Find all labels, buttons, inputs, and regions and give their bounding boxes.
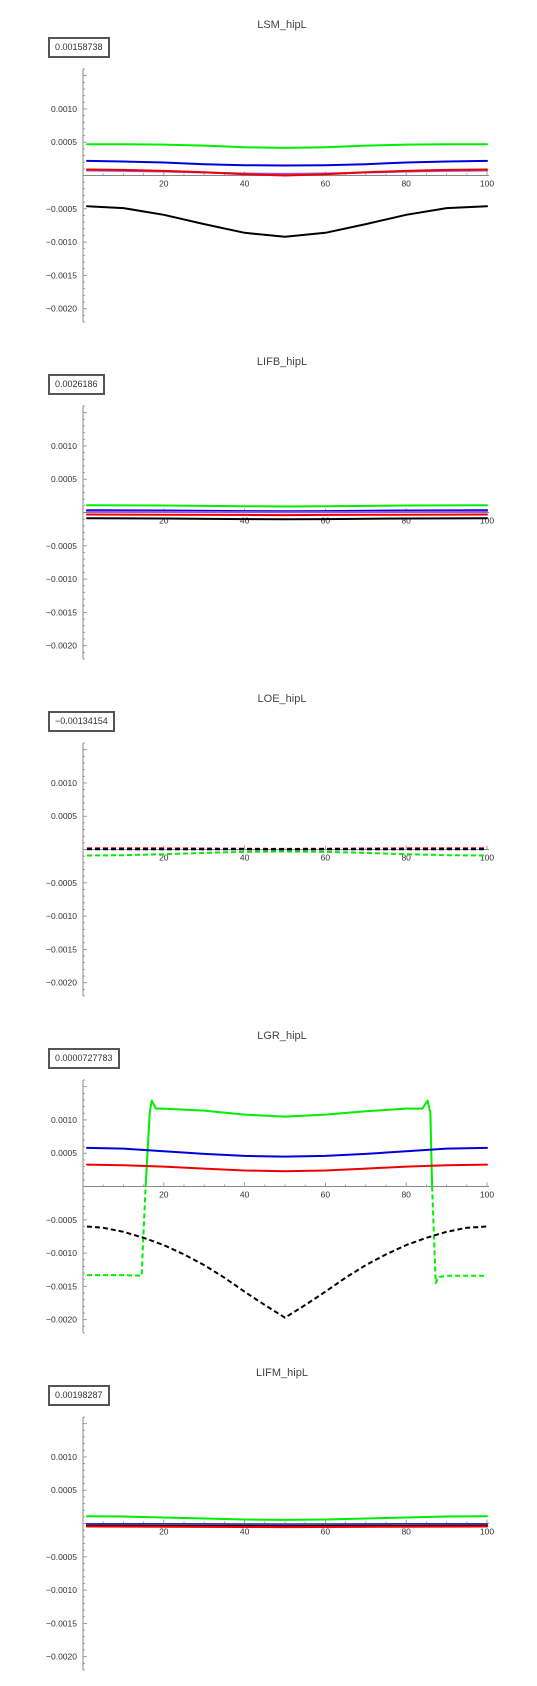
x-tick-label: 60	[321, 179, 331, 189]
x-tick-label: 100	[480, 516, 494, 526]
chart-panel: LSM_hipL 0.0010 0.0005 −0.0005 −0.0010 −0.001…	[0, 0, 537, 337]
x-tick-label: 40	[240, 1190, 250, 1200]
y-tick-label: −0.0005	[46, 878, 77, 888]
x-tick-label: 60	[321, 853, 331, 863]
series-line	[86, 517, 488, 521]
y-tick-label: 0.0005	[51, 1485, 77, 1495]
chart-panel: LIFB_hipL 0.0010 0.0005 −0.0005 −0.0010 −0.00…	[0, 337, 537, 674]
value-box: 0.00158738	[48, 37, 110, 58]
x-tick-label: 80	[401, 179, 411, 189]
chart-title: LGR_hipL	[257, 1030, 307, 1042]
chart-panel: LIFM_hipL 0.0010 0.0005 −0.0005 −0.0010 −0.00…	[0, 1348, 537, 1685]
series-line	[144, 1099, 434, 1188]
y-tick-label: −0.0015	[46, 1281, 77, 1291]
y-tick-label: 0.0010	[51, 1115, 77, 1125]
y-tick-label: −0.0005	[46, 541, 77, 551]
x-tick-label: 20	[159, 179, 169, 189]
y-tick-label: 0.0010	[51, 778, 77, 788]
series-line	[86, 159, 488, 167]
chart-title: LIFB_hipL	[257, 356, 307, 368]
chart-title: LIFM_hipL	[256, 1367, 308, 1379]
chart-svg: LGR_hipL 0.0010 0.0005 −0.0005 −0.0010 −0.001…	[46, 1030, 494, 1334]
series-line	[86, 1225, 488, 1319]
x-tick-label: 40	[240, 516, 250, 526]
y-tick-label: 0.0010	[51, 104, 77, 114]
chart-svg: LSM_hipL 0.0010 0.0005 −0.0005 −0.0010 −0.001…	[46, 19, 494, 323]
y-tick-label: 0.0005	[51, 474, 77, 484]
x-tick-label: 80	[401, 1190, 411, 1200]
y-tick-label: −0.0005	[46, 204, 77, 214]
y-tick-label: −0.0020	[46, 978, 77, 988]
x-tick-label: 100	[480, 1527, 494, 1537]
series-line	[86, 1146, 488, 1158]
value-box: 0.0000727783	[48, 1048, 120, 1069]
chart-panel: LGR_hipL 0.0010 0.0005 −0.0005 −0.0010 −0.001…	[0, 1011, 537, 1348]
x-tick-label: 20	[159, 853, 169, 863]
y-tick-label: 0.0005	[51, 1148, 77, 1158]
x-tick-label: 80	[401, 853, 411, 863]
y-tick-label: −0.0010	[46, 1248, 77, 1258]
y-tick-label: −0.0010	[46, 911, 77, 921]
y-tick-label: −0.0005	[46, 1552, 77, 1562]
y-tick-label: −0.0015	[46, 607, 77, 617]
series-line	[86, 1525, 488, 1529]
y-tick-label: 0.0005	[51, 811, 77, 821]
x-tick-label: 60	[321, 1527, 331, 1537]
y-tick-label: −0.0010	[46, 574, 77, 584]
chart-panel: LOE_hipL 0.0010 0.0005 −0.0005 −0.0010 −0.001…	[0, 674, 537, 1011]
x-tick-label: 100	[480, 179, 494, 189]
chart-svg: LOE_hipL 0.0010 0.0005 −0.0005 −0.0010 −0.001…	[46, 693, 494, 997]
x-tick-label: 60	[321, 1190, 331, 1200]
series-line	[87, 1186, 147, 1277]
y-tick-label: −0.0015	[46, 270, 77, 280]
x-tick-label: 100	[480, 1190, 494, 1200]
x-tick-label: 40	[240, 1527, 250, 1537]
x-tick-label: 20	[159, 516, 169, 526]
y-tick-label: −0.0010	[46, 237, 77, 247]
series-line	[86, 510, 488, 514]
y-tick-label: −0.0020	[46, 1652, 77, 1662]
x-tick-label: 80	[401, 1527, 411, 1537]
series-line	[86, 504, 488, 508]
value-box: −0.00134154	[48, 711, 115, 732]
x-tick-label: 20	[159, 1527, 169, 1537]
series-line	[86, 1524, 488, 1528]
chart-svg: LIFM_hipL 0.0010 0.0005 −0.0005 −0.0010 −0.00…	[46, 1367, 494, 1671]
x-tick-label: 60	[321, 516, 331, 526]
x-tick-label: 80	[401, 516, 411, 526]
y-tick-label: −0.0005	[46, 1215, 77, 1225]
x-tick-label: 40	[240, 179, 250, 189]
chart-title: LSM_hipL	[257, 19, 307, 31]
y-tick-label: −0.0010	[46, 1585, 77, 1595]
series-line	[86, 513, 488, 517]
x-tick-label: 40	[240, 853, 250, 863]
y-tick-label: 0.0005	[51, 137, 77, 147]
series-line	[86, 1515, 488, 1521]
y-tick-label: −0.0015	[46, 944, 77, 954]
chart-svg: LIFB_hipL 0.0010 0.0005 −0.0005 −0.0010 −0.00…	[46, 356, 494, 660]
x-tick-label: 100	[480, 853, 494, 863]
y-tick-label: −0.0020	[46, 1315, 77, 1325]
y-tick-label: −0.0015	[46, 1618, 77, 1628]
x-tick-label: 20	[159, 1190, 169, 1200]
chart-title: LOE_hipL	[258, 693, 307, 705]
series-line	[86, 143, 488, 149]
value-box: 0.00198287	[48, 1385, 110, 1406]
series-line	[431, 1186, 487, 1285]
y-tick-label: 0.0010	[51, 1452, 77, 1462]
y-tick-label: −0.0020	[46, 641, 77, 651]
y-tick-label: −0.0020	[46, 304, 77, 314]
series-line	[86, 850, 488, 857]
y-tick-label: 0.0010	[51, 441, 77, 451]
series-line	[86, 1163, 488, 1173]
series-line	[86, 168, 488, 177]
series-line	[86, 205, 488, 238]
value-box: 0.0026186	[48, 374, 105, 395]
